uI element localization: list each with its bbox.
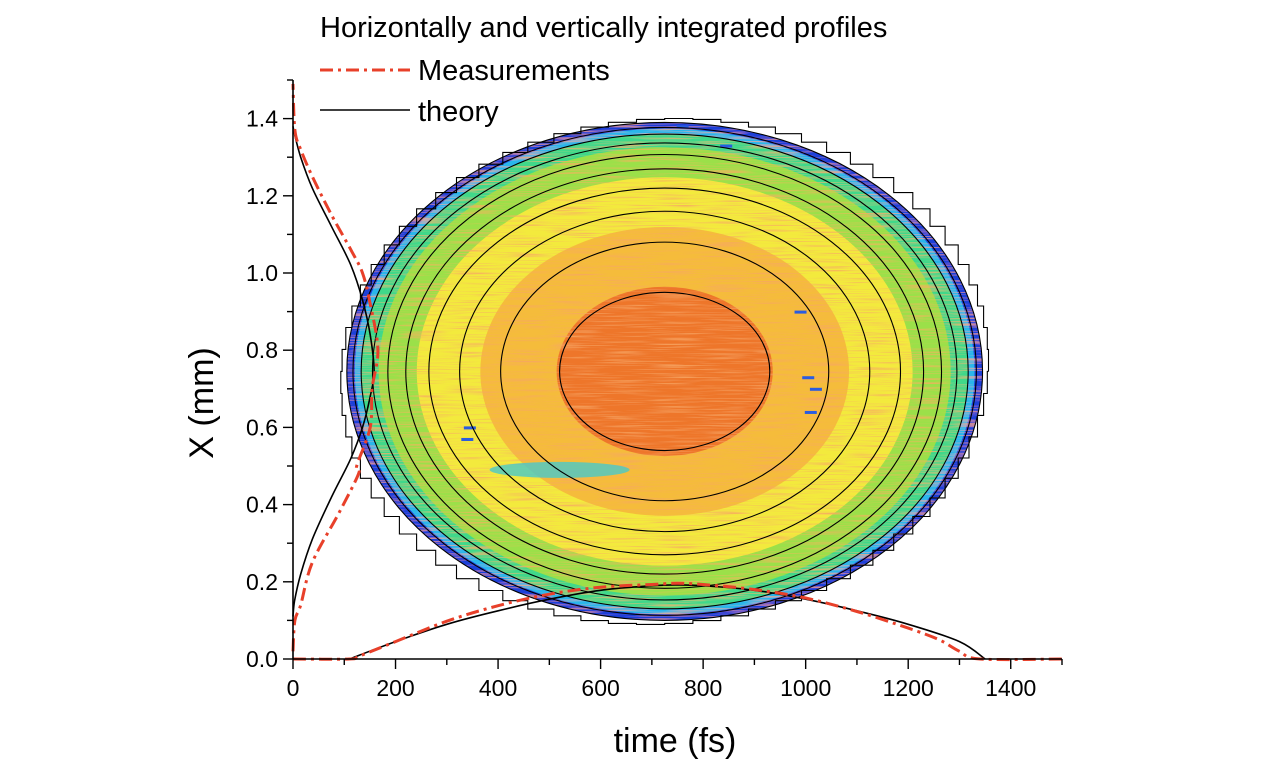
heatmap-speck — [463, 426, 476, 430]
heatmap-speck — [720, 144, 733, 148]
y-tick-label: 0.6 — [246, 414, 278, 440]
y-tick-label: 0.4 — [246, 492, 278, 518]
theory-profile-time — [349, 584, 986, 660]
x-tick-label: 1200 — [883, 675, 934, 701]
theory-contour — [405, 168, 925, 575]
heatmap-band — [556, 286, 773, 457]
heatmap-speck — [809, 387, 822, 391]
x-tick-label: 800 — [684, 675, 722, 701]
heatmap-speck — [676, 125, 689, 129]
x-tick-label: 1400 — [985, 675, 1036, 701]
heatmap-speck — [804, 410, 817, 414]
theory-contour — [352, 126, 977, 616]
y-tick-label: 0.2 — [246, 569, 278, 595]
measurement-profile-time — [292, 581, 1063, 662]
heatmap-speck — [461, 437, 474, 441]
y-axis-title: X (mm) — [183, 347, 221, 458]
theory-contour — [500, 241, 830, 502]
x-tick-label: 0 — [287, 675, 300, 701]
legend-title: Horizontally and vertically integrated p… — [320, 12, 887, 44]
theory-contour — [371, 142, 958, 601]
integrated-profiles — [291, 83, 1063, 662]
measurement-profile-x — [291, 83, 380, 652]
legend-label-measurements: Measurements — [418, 55, 610, 87]
y-tick-label: 1.2 — [246, 183, 278, 209]
legend: Horizontally and vertically integrated p… — [320, 12, 887, 128]
legend-label-theory: theory — [418, 96, 499, 128]
heatmap-speck — [802, 376, 815, 380]
y-tick-label: 1.4 — [246, 106, 278, 132]
x-tick-label: 1000 — [780, 675, 831, 701]
heatmap-bands — [346, 122, 983, 621]
x-axis-title: time (fs) — [614, 722, 737, 760]
theory-contour — [346, 121, 984, 621]
theory-contour-outer — [340, 117, 990, 625]
heatmap-streak — [489, 461, 630, 478]
theory-contour — [360, 133, 969, 610]
axes: 0 200 400 600 800 1000 1200 1400 0.0 0.2 0.4 0.6 0.8… — [246, 79, 1063, 701]
heatmap-speck — [794, 310, 807, 314]
y-tick-label: 0.0 — [246, 646, 278, 672]
x-tick-label: 200 — [376, 675, 414, 701]
y-tick-label: 0.8 — [246, 337, 278, 363]
theory-contour — [387, 153, 943, 589]
theory-contour — [559, 291, 771, 452]
x-tick-label: 400 — [479, 675, 517, 701]
theory-contours — [340, 117, 990, 625]
x-tick-label: 600 — [581, 675, 619, 701]
theory-contour — [459, 210, 871, 533]
y-tick-label: 1.0 — [246, 260, 278, 286]
theory-contour — [428, 187, 902, 556]
heatmap — [346, 122, 983, 621]
